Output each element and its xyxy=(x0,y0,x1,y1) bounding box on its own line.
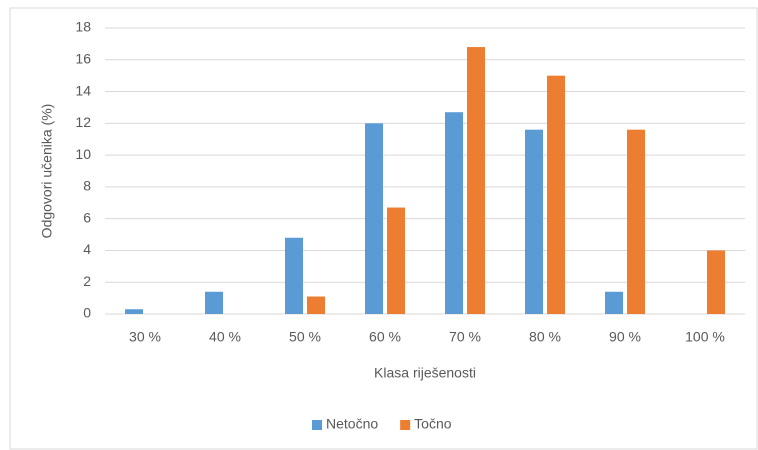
bar xyxy=(387,207,405,314)
y-tick-label: 14 xyxy=(75,82,91,98)
y-tick-label: 16 xyxy=(75,50,91,66)
legend-swatch xyxy=(400,420,411,430)
x-tick-label: 80 % xyxy=(529,329,561,345)
legend-label: Netočno xyxy=(326,416,378,432)
bar xyxy=(125,309,143,314)
y-tick-label: 2 xyxy=(83,273,91,289)
y-tick-label: 6 xyxy=(83,209,91,225)
x-tick-label: 100 % xyxy=(685,329,725,345)
y-tick-label: 18 xyxy=(75,19,91,35)
y-axis-title: Odgovori učenika (%) xyxy=(39,104,55,239)
x-tick-label: 70 % xyxy=(449,329,481,345)
bar xyxy=(445,112,463,314)
x-tick-label: 60 % xyxy=(369,329,401,345)
y-tick-label: 0 xyxy=(83,305,91,321)
x-tick-label: 40 % xyxy=(209,329,241,345)
x-axis-title: Klasa riješenosti xyxy=(374,365,476,381)
y-tick-label: 4 xyxy=(83,241,91,257)
legend-swatch xyxy=(312,420,322,430)
x-tick-label: 30 % xyxy=(129,329,161,345)
bar xyxy=(285,237,303,314)
bar xyxy=(627,129,645,314)
bar xyxy=(467,47,485,315)
bar xyxy=(525,129,543,314)
bar xyxy=(205,291,223,314)
chart-frame xyxy=(9,7,758,450)
y-tick-label: 12 xyxy=(75,114,91,130)
y-tick-label: 8 xyxy=(83,178,91,194)
bar xyxy=(307,296,325,314)
legend-label: Točno xyxy=(414,416,452,432)
bar xyxy=(547,75,565,315)
x-tick-label: 50 % xyxy=(289,329,321,345)
bar xyxy=(707,250,725,314)
y-tick-label: 10 xyxy=(75,146,91,162)
bar xyxy=(605,291,623,314)
x-tick-label: 90 % xyxy=(609,329,641,345)
bar xyxy=(365,123,383,314)
